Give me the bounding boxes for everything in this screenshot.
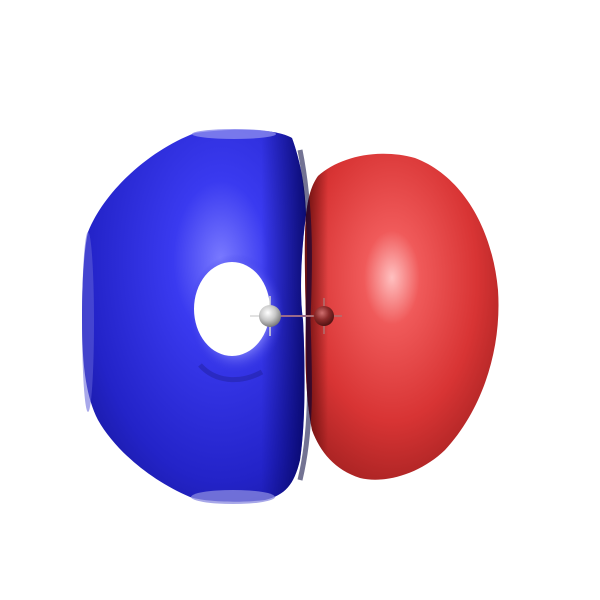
- positive-lobe: [304, 153, 499, 480]
- oxygen-atom: [306, 298, 342, 334]
- negative-lobe: [82, 129, 306, 504]
- nodal-seam: [297, 149, 313, 481]
